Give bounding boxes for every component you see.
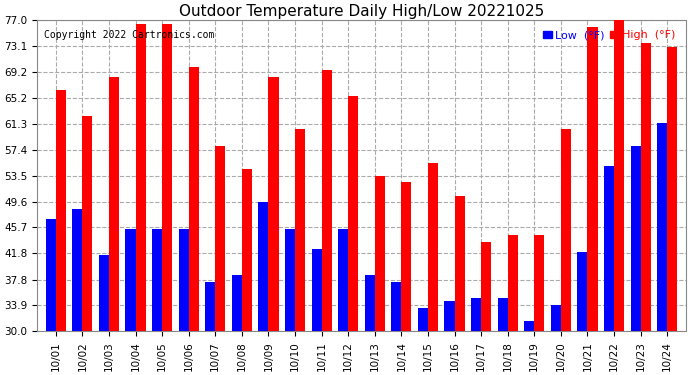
Bar	[365, 275, 375, 331]
Bar	[72, 209, 82, 331]
Bar	[295, 129, 305, 331]
Bar	[657, 123, 667, 331]
Bar	[534, 236, 544, 331]
Bar	[471, 298, 481, 331]
Bar	[82, 116, 92, 331]
Bar	[481, 242, 491, 331]
Bar	[338, 229, 348, 331]
Bar	[497, 298, 508, 331]
Bar	[614, 20, 624, 331]
Bar	[205, 282, 215, 331]
Bar	[391, 282, 402, 331]
Text: Copyright 2022 Cartronics.com: Copyright 2022 Cartronics.com	[43, 30, 214, 40]
Bar	[258, 202, 268, 331]
Bar	[561, 129, 571, 331]
Bar	[242, 169, 252, 331]
Bar	[162, 24, 172, 331]
Bar	[99, 255, 109, 331]
Bar	[268, 76, 279, 331]
Bar	[667, 47, 678, 331]
Bar	[322, 70, 332, 331]
Bar	[587, 27, 598, 331]
Bar	[455, 196, 464, 331]
Bar	[640, 44, 651, 331]
Bar	[428, 162, 438, 331]
Bar	[402, 182, 411, 331]
Bar	[135, 24, 146, 331]
Bar	[126, 229, 135, 331]
Bar	[285, 229, 295, 331]
Bar	[508, 236, 518, 331]
Bar	[179, 229, 188, 331]
Bar	[215, 146, 226, 331]
Bar	[56, 90, 66, 331]
Bar	[551, 305, 561, 331]
Bar	[604, 166, 614, 331]
Bar	[578, 252, 587, 331]
Bar	[188, 67, 199, 331]
Bar	[375, 176, 385, 331]
Title: Outdoor Temperature Daily High/Low 20221025: Outdoor Temperature Daily High/Low 20221…	[179, 4, 544, 19]
Bar	[631, 146, 640, 331]
Legend: Low  (°F), High  (°F): Low (°F), High (°F)	[538, 26, 680, 45]
Bar	[232, 275, 242, 331]
Bar	[152, 229, 162, 331]
Bar	[444, 302, 455, 331]
Bar	[418, 308, 428, 331]
Bar	[348, 96, 358, 331]
Bar	[524, 321, 534, 331]
Bar	[46, 219, 56, 331]
Bar	[109, 76, 119, 331]
Bar	[311, 249, 322, 331]
